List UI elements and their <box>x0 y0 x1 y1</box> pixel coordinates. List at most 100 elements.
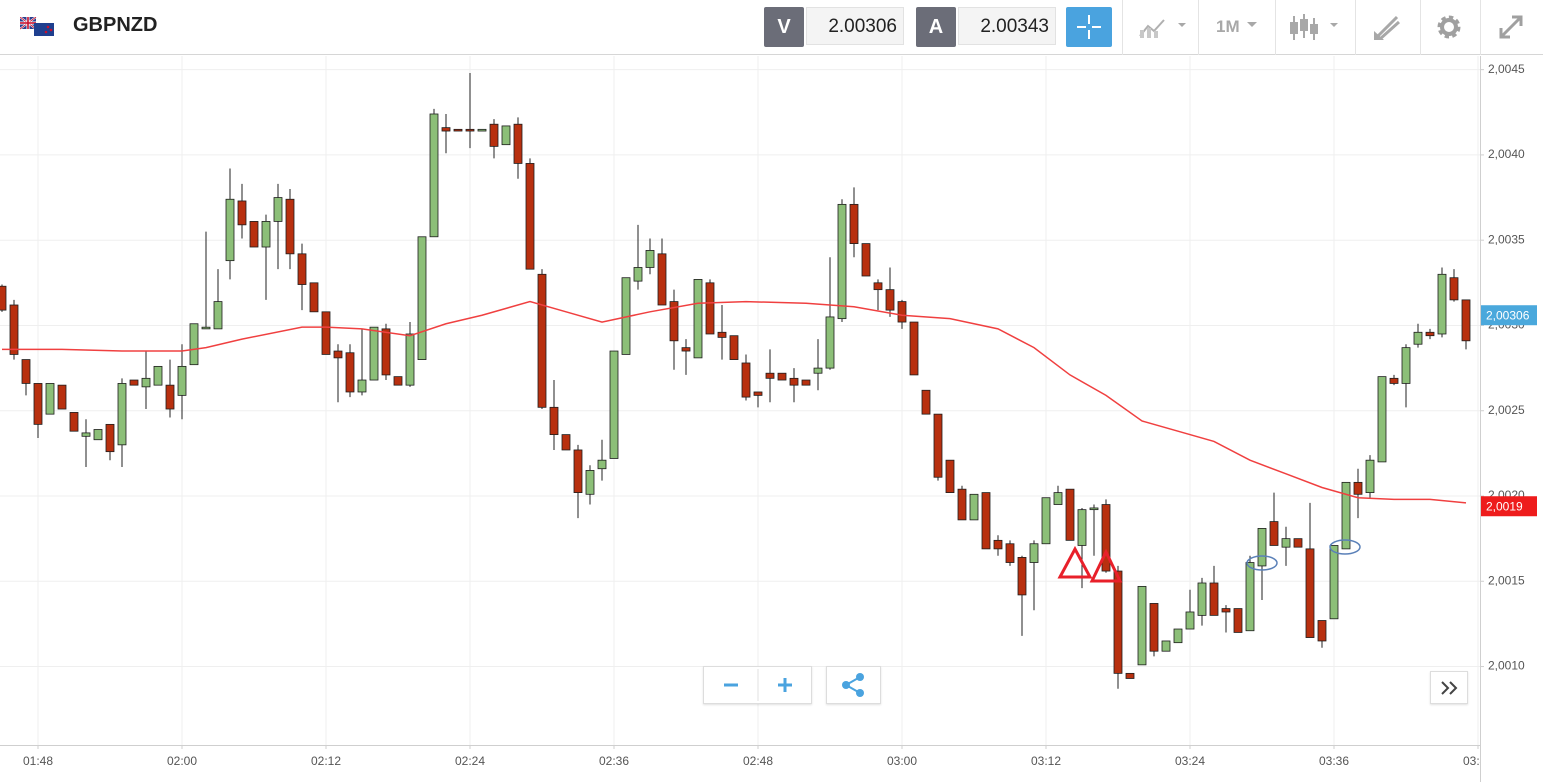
candle-body <box>1065 488 1075 541</box>
candle-body <box>1377 376 1387 463</box>
flag-icon <box>20 17 54 36</box>
candle-body <box>393 376 403 386</box>
candle-body <box>117 383 127 446</box>
y-tick-label: 2,0045 <box>1488 62 1525 76</box>
candle-body <box>1041 497 1051 545</box>
zoom-controls <box>703 666 812 704</box>
candle-body <box>981 492 991 550</box>
settings-button[interactable] <box>1435 13 1463 41</box>
candle-body <box>609 350 619 459</box>
candle-body <box>633 267 643 282</box>
candle-body <box>249 221 259 248</box>
zoom-in[interactable] <box>778 678 792 692</box>
x-axis: 01:48 02:00 02:12 02:24 02:36 02:48 03:00 03:12… <box>23 746 1493 768</box>
chart-type-button[interactable] <box>1138 16 1192 40</box>
candle-body <box>1305 548 1315 638</box>
candle-body <box>417 236 427 360</box>
candle-body <box>1173 628 1183 644</box>
sell-button[interactable]: V <box>764 7 804 47</box>
candle-body <box>1329 545 1339 620</box>
candle-body <box>1437 273 1447 335</box>
candle-body <box>561 434 571 451</box>
candle-body <box>729 335 739 360</box>
candle-body <box>849 203 859 244</box>
candle-body <box>345 352 355 393</box>
candle-body <box>513 123 523 164</box>
x-tick-label: 03:48 <box>1463 754 1493 768</box>
candle-body <box>297 253 307 285</box>
candle-body <box>321 311 331 355</box>
candle-body <box>201 326 211 330</box>
candle-body <box>165 384 175 410</box>
candle-body <box>453 128 463 132</box>
x-tick-label: 02:36 <box>599 754 629 768</box>
candle-body <box>825 316 835 369</box>
y-tick-label: 2,0040 <box>1488 147 1525 161</box>
candle-body <box>669 301 679 342</box>
candle-body <box>105 423 115 453</box>
zoom-icons <box>724 669 792 701</box>
candle-body <box>9 304 19 355</box>
share-icon <box>842 673 864 697</box>
candle-body <box>33 383 43 425</box>
separator <box>1355 0 1356 55</box>
candle-body <box>1101 504 1111 572</box>
timeframe-button[interactable]: 1M <box>1216 17 1240 36</box>
candle-body <box>777 372 787 381</box>
candle-body <box>177 365 187 396</box>
candle-body <box>21 359 31 384</box>
triangle-marker <box>1057 545 1093 579</box>
candle-body <box>357 379 367 393</box>
candle-body <box>93 429 103 441</box>
dropdown-caret <box>1247 22 1257 27</box>
candle-body <box>921 389 931 415</box>
x-tick-label: 02:00 <box>167 754 197 768</box>
ellipse-marker <box>1329 539 1361 555</box>
candle-body <box>1185 611 1195 630</box>
candle-body <box>501 125 511 146</box>
buy-button[interactable]: A <box>916 7 956 47</box>
symbol: GBPNZD <box>73 14 158 36</box>
fullscreen-button[interactable] <box>1497 13 1525 41</box>
candle-body <box>1449 277 1459 301</box>
candle-body <box>57 384 67 410</box>
candle-body <box>1461 299 1471 342</box>
x-tick-label: 03:36 <box>1319 754 1349 768</box>
candle-body <box>1113 570 1123 674</box>
candle-body <box>261 221 271 248</box>
grid <box>0 56 1480 745</box>
candle-body <box>465 128 475 132</box>
candle-body <box>285 198 295 255</box>
candle-body <box>69 412 79 432</box>
candle-body <box>1317 620 1327 642</box>
candle-body <box>1161 640 1171 652</box>
scroll-end-button[interactable] <box>1430 671 1468 704</box>
y-tick-label: 2,0015 <box>1488 573 1525 587</box>
candle-body <box>153 365 163 386</box>
candle-body <box>1053 492 1063 505</box>
candle-body <box>81 432 91 437</box>
candle-type-button[interactable] <box>1288 12 1344 44</box>
x-tick-label: 02:12 <box>311 754 341 768</box>
crosshair-button[interactable] <box>1066 7 1112 47</box>
candle-body <box>525 163 535 270</box>
triangle-marker <box>1089 548 1123 583</box>
candle-body <box>573 449 583 493</box>
draw-tool-button[interactable] <box>1372 14 1402 42</box>
y-tick-label: 2,0010 <box>1488 659 1525 673</box>
candle-body <box>549 406 559 436</box>
plot-area <box>0 73 1471 689</box>
scroll-icon <box>1441 681 1458 695</box>
candle-body <box>1425 331 1435 337</box>
separator <box>1480 0 1481 55</box>
candle-body <box>585 470 595 495</box>
price-tag-label: 2,0019 <box>1486 499 1523 513</box>
share-button[interactable] <box>826 666 881 704</box>
candle-body <box>909 321 919 376</box>
candle-body <box>705 282 715 335</box>
candle-body <box>1293 538 1303 548</box>
candle-body <box>1017 557 1027 596</box>
candle-body <box>333 350 343 359</box>
candle-body <box>1401 347 1411 384</box>
